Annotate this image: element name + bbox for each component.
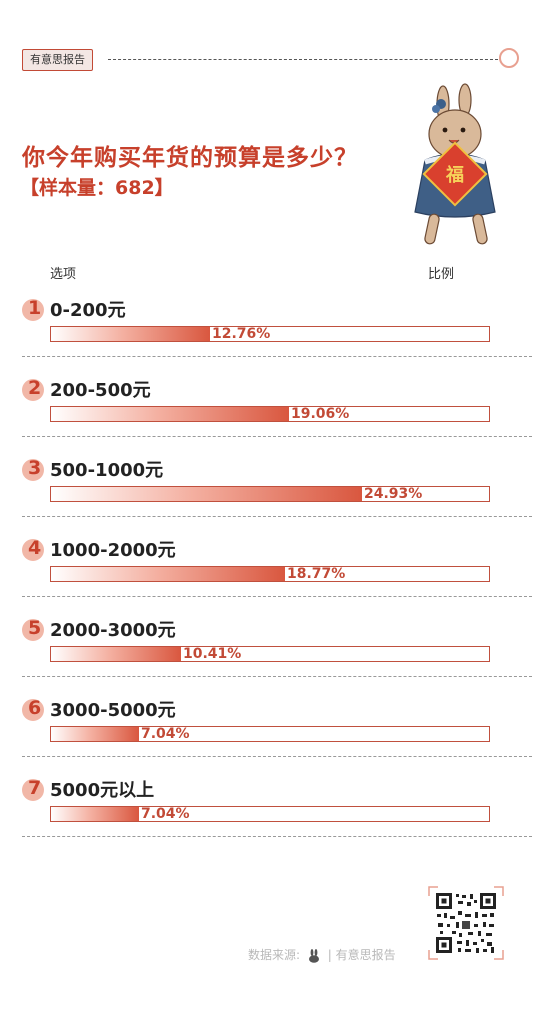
rabbit-logo-icon xyxy=(308,948,319,963)
bar-row: 2 200-500元 19.06% xyxy=(0,377,550,459)
row-divider xyxy=(22,436,532,437)
svg-text:福: 福 xyxy=(445,164,464,186)
bar-track: 18.77% xyxy=(50,566,490,582)
source-prefix: 数据来源: xyxy=(248,948,301,962)
bar-row: 5 2000-3000元 10.41% xyxy=(0,617,550,699)
value-label: 24.93% xyxy=(364,486,423,502)
header-circle xyxy=(499,48,519,68)
rank-number: 1 xyxy=(28,297,42,319)
bar-row: 7 5000元以上 7.04% xyxy=(0,777,550,859)
data-source: 数据来源: | 有意思报告 xyxy=(248,946,396,963)
category-label: 500-1000元 xyxy=(50,460,164,481)
rank-number: 4 xyxy=(28,537,42,559)
row-divider xyxy=(22,516,532,517)
bar-track: 12.76% xyxy=(50,326,490,342)
rank-badge: 2 xyxy=(22,377,44,401)
bar xyxy=(51,327,210,341)
bar-row: 6 3000-5000元 7.04% xyxy=(0,697,550,779)
sample-size: 【样本量：682】 xyxy=(20,177,174,199)
rank-badge: 1 xyxy=(22,297,44,321)
bar-track: 7.04% xyxy=(50,726,490,742)
category-label: 0-200元 xyxy=(50,300,126,321)
rank-badge: 3 xyxy=(22,457,44,481)
category-label: 200-500元 xyxy=(50,380,151,401)
header-divider xyxy=(108,59,498,60)
category-label: 2000-3000元 xyxy=(50,620,176,641)
qr-code xyxy=(428,886,504,960)
column-header-option: 选项 xyxy=(50,267,77,282)
value-label: 18.77% xyxy=(287,566,346,582)
bar xyxy=(51,727,139,741)
brand-tag: 有意思报告 xyxy=(22,49,93,71)
bar-track: 19.06% xyxy=(50,406,490,422)
bar-track: 7.04% xyxy=(50,806,490,822)
category-label: 3000-5000元 xyxy=(50,700,176,721)
value-label: 7.04% xyxy=(141,726,190,742)
value-label: 12.76% xyxy=(212,326,271,342)
page-title: 你今年购买年货的预算是多少？ xyxy=(22,145,358,171)
bar xyxy=(51,807,139,821)
column-header-ratio: 比例 xyxy=(428,267,455,282)
rank-badge: 4 xyxy=(22,537,44,561)
source-name: 有意思报告 xyxy=(335,948,396,962)
bar-row: 4 1000-2000元 18.77% xyxy=(0,537,550,619)
row-divider xyxy=(22,836,532,837)
bar-row: 1 0-200元 12.76% xyxy=(0,297,550,379)
rank-number: 3 xyxy=(28,457,42,479)
bar-row: 3 500-1000元 24.93% xyxy=(0,457,550,539)
category-label: 5000元以上 xyxy=(50,780,155,801)
value-label: 10.41% xyxy=(183,646,242,662)
rabbit-mascot-illustration: 福 xyxy=(414,83,496,245)
bar xyxy=(51,487,362,501)
bar xyxy=(51,407,289,421)
category-label: 1000-2000元 xyxy=(50,540,176,561)
rank-number: 7 xyxy=(28,777,42,799)
source-divider: | xyxy=(327,948,332,962)
rank-number: 5 xyxy=(28,617,42,639)
row-divider xyxy=(22,676,532,677)
bar-track: 10.41% xyxy=(50,646,490,662)
rank-number: 6 xyxy=(28,697,42,719)
rank-badge: 6 xyxy=(22,697,44,721)
rank-number: 2 xyxy=(28,377,42,399)
bar xyxy=(51,647,181,661)
bar-track: 24.93% xyxy=(50,486,490,502)
bar xyxy=(51,567,285,581)
rank-badge: 5 xyxy=(22,617,44,641)
value-label: 19.06% xyxy=(291,406,350,422)
row-divider xyxy=(22,756,532,757)
row-divider xyxy=(22,356,532,357)
row-divider xyxy=(22,596,532,597)
rank-badge: 7 xyxy=(22,777,44,801)
value-label: 7.04% xyxy=(141,806,190,822)
